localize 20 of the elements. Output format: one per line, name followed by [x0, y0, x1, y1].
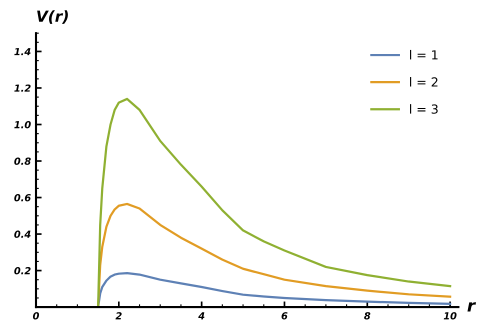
y-tick-label: 0.6 [14, 194, 31, 202]
legend-label: l = 1 [410, 50, 438, 60]
y-axis-title: V(r) [37, 10, 68, 24]
x-axis-title: r [467, 302, 476, 312]
y-tick-label: 1.4 [14, 48, 31, 56]
y-tick-label: 0.8 [14, 158, 31, 165]
line-series [97, 272, 452, 308]
x-tick-label: 4 [198, 312, 204, 320]
y-tick-label: 0.2 [14, 267, 31, 274]
line-series [97, 98, 452, 308]
x-tick-label: 0 [32, 312, 40, 320]
y-tick-label: 0.4 [14, 230, 31, 238]
x-tick-label: 8 [364, 312, 370, 320]
x-tick-label: 2 [116, 312, 122, 320]
x-tick-label: 6 [282, 312, 288, 320]
y-tick-label: 1.2 [14, 84, 31, 92]
y-tick-label: 1.0 [14, 120, 31, 128]
x-tick-label: 10 [444, 312, 457, 320]
legend-label: l = 3 [410, 104, 438, 114]
legend-label: l = 2 [410, 77, 438, 87]
